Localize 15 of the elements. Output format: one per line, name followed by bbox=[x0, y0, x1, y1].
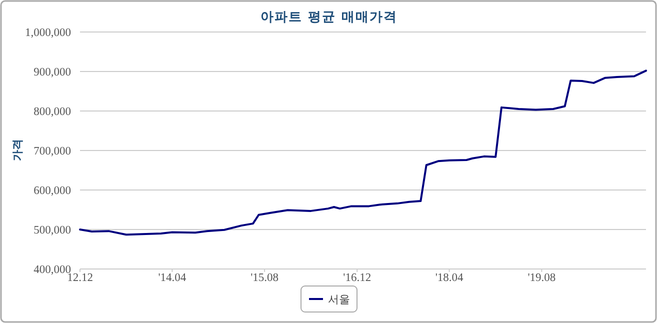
y-tick-label: 1,000,000 bbox=[25, 27, 72, 39]
x-tick-label: '16.12 bbox=[343, 272, 372, 284]
x-tick-label: '14.04 bbox=[158, 272, 186, 284]
chart-title: 아파트 평균 매매가격 bbox=[260, 10, 398, 25]
x-tick-label: '15.08 bbox=[250, 272, 279, 284]
x-tick-label: '18.04 bbox=[435, 272, 464, 284]
line-series bbox=[79, 70, 647, 236]
y-tick-label: 500,000 bbox=[34, 224, 72, 236]
y-tick-label: 800,000 bbox=[34, 106, 72, 118]
x-tick-label: '19.08 bbox=[528, 272, 556, 284]
legend-label: 서울 bbox=[328, 293, 350, 306]
y-tick-label: 700,000 bbox=[34, 146, 72, 158]
y-axis-title: 가격 bbox=[11, 139, 24, 161]
y-tick-label: 600,000 bbox=[34, 185, 72, 197]
y-tick-label: 900,000 bbox=[34, 66, 72, 78]
